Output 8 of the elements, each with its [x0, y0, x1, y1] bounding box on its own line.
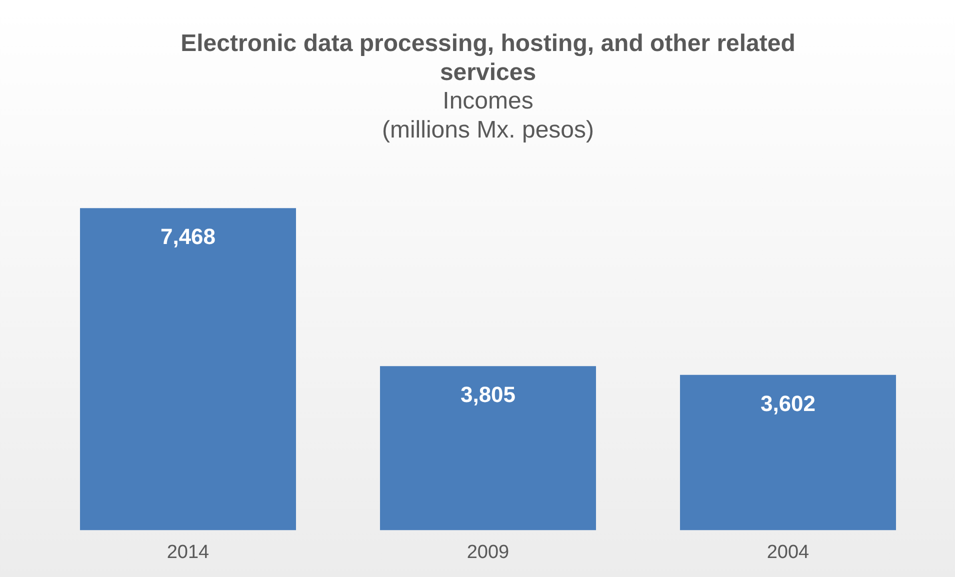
x-tick-label: 2014 [166, 542, 210, 563]
data-label: 3,805 [460, 382, 516, 408]
chart-title: Electronic data processing, hosting, and other related services [180, 30, 796, 86]
x-tick-label: 2004 [766, 542, 810, 563]
x-tick-label: 2009 [466, 542, 510, 563]
chart-subtitle: Incomes (millions Mx. pesos) [382, 88, 594, 144]
data-label: 3,602 [760, 390, 816, 416]
data-label: 7,468 [160, 224, 216, 250]
